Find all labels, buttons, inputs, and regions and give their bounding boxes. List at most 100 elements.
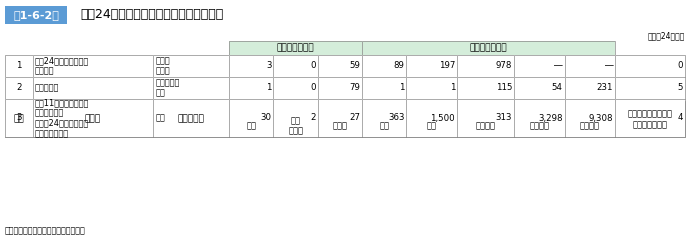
Text: 5: 5 [678, 83, 683, 92]
Text: 一部破損: 一部破損 [475, 122, 495, 130]
Bar [318, 77, 362, 99]
Text: 3: 3 [266, 62, 271, 71]
Text: 負傷者: 負傷者 [333, 122, 348, 130]
Bar [318, 99, 362, 137]
Bar [229, 115, 273, 137]
Bar [615, 99, 685, 137]
Text: 54: 54 [552, 83, 563, 92]
Text: 人的被害（人）: 人的被害（人） [277, 44, 315, 52]
Text: 1: 1 [450, 83, 455, 92]
Bar [229, 55, 273, 77]
Bar [318, 55, 362, 77]
Bar [273, 77, 318, 99]
Bar [318, 77, 362, 99]
Bar [273, 115, 318, 137]
Bar [406, 55, 457, 77]
Bar [229, 41, 362, 55]
Bar [229, 55, 273, 77]
Bar [362, 99, 406, 137]
Bar [362, 99, 406, 137]
Bar [33, 55, 153, 77]
Bar [153, 77, 229, 99]
Bar [362, 55, 406, 77]
Bar [153, 101, 229, 137]
Bar [153, 77, 229, 99]
Text: 2: 2 [310, 113, 316, 123]
Bar [406, 55, 457, 77]
Bar [514, 55, 564, 77]
Bar [564, 115, 615, 137]
Text: 半壊: 半壊 [426, 122, 437, 130]
FancyBboxPatch shape [5, 6, 67, 24]
Bar [406, 77, 457, 99]
Text: 363: 363 [388, 113, 404, 123]
Bar [153, 55, 229, 77]
Text: 2: 2 [16, 83, 21, 92]
Bar [514, 99, 564, 137]
Bar [457, 55, 514, 77]
Text: 59: 59 [349, 62, 360, 71]
Bar [457, 115, 514, 137]
Bar [457, 77, 514, 99]
Text: 4: 4 [678, 113, 683, 123]
Bar [615, 77, 685, 99]
Bar [318, 115, 362, 137]
Bar [273, 115, 318, 137]
Bar [5, 55, 33, 77]
Text: 台風第４号: 台風第４号 [35, 83, 59, 92]
Text: 関東、東海
近畿: 関東、東海 近畿 [155, 78, 179, 98]
Bar [273, 99, 318, 137]
Text: 関東、
富山県: 関東、 富山県 [155, 56, 170, 76]
Bar [153, 55, 229, 77]
Text: 番号: 番号 [14, 114, 24, 123]
Bar [564, 77, 615, 99]
Bar [362, 41, 615, 55]
Bar [318, 55, 362, 77]
Bar [33, 101, 153, 137]
Bar [457, 55, 514, 77]
Bar [33, 99, 153, 137]
Text: ７月11日からの梅雨前
線による大雨
（平成24年７月九州北
部豪雨を含む）: ７月11日からの梅雨前 線による大雨 （平成24年７月九州北 部豪雨を含む） [35, 98, 89, 138]
Bar [362, 77, 406, 99]
Bar [564, 77, 615, 99]
Bar [318, 99, 362, 137]
Text: 平成24年５月に発生し
た突風等: 平成24年５月に発生し た突風等 [35, 56, 89, 76]
Text: 978: 978 [495, 62, 512, 71]
Text: 災害名: 災害名 [85, 114, 101, 123]
Text: 0: 0 [310, 83, 316, 92]
Bar [229, 41, 362, 55]
Text: 死者: 死者 [246, 122, 256, 130]
Bar [406, 115, 457, 137]
Bar [406, 115, 457, 137]
Bar [564, 115, 615, 137]
Bar [273, 99, 318, 137]
Text: 0: 0 [678, 62, 683, 71]
Text: 住家被害（棟）: 住家被害（棟） [470, 44, 508, 52]
Text: 床上浸水: 床上浸水 [529, 122, 549, 130]
Bar [5, 55, 33, 77]
Bar [457, 77, 514, 99]
Bar [564, 99, 615, 137]
Text: 平成24年中の主な風水害による被害状況: 平成24年中の主な風水害による被害状況 [80, 9, 224, 21]
Text: 九州: 九州 [155, 113, 165, 123]
Text: 3,298: 3,298 [538, 113, 563, 123]
Bar [615, 77, 685, 99]
Text: （備考）「消防庁被害報」により作成: （備考）「消防庁被害報」により作成 [5, 227, 86, 235]
Text: 115: 115 [495, 83, 512, 92]
Bar [229, 77, 273, 99]
Text: 1: 1 [266, 83, 271, 92]
Bar [5, 99, 33, 137]
Bar [362, 55, 406, 77]
Bar [457, 99, 514, 137]
Bar [33, 77, 153, 99]
Bar [229, 99, 273, 137]
Bar [362, 115, 406, 137]
Text: ―: ― [554, 62, 563, 71]
Text: 1: 1 [16, 62, 21, 71]
Text: 全壊: 全壊 [380, 122, 389, 130]
Text: 313: 313 [495, 113, 512, 123]
Bar [406, 99, 457, 137]
Text: 行方
不明者: 行方 不明者 [288, 116, 303, 136]
Text: 0: 0 [310, 62, 316, 71]
Bar [33, 99, 153, 137]
